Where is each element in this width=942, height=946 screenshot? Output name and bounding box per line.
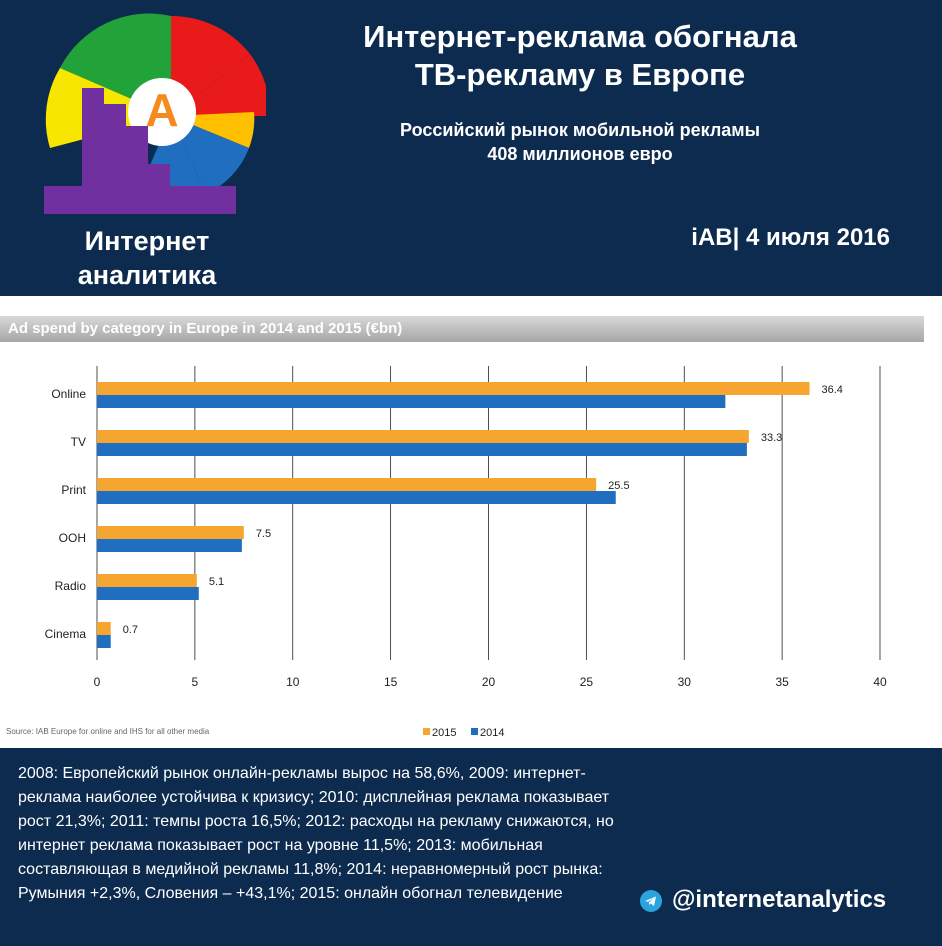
subheadline-line1: Российский рынок мобильной рекламы [400, 120, 760, 140]
x-tick-label-0: 0 [94, 675, 101, 689]
category-label-cinema: Cinema [45, 627, 87, 641]
chart-title: Ad spend by category in Europe in 2014 a… [8, 320, 403, 337]
bar-2014-cinema [97, 635, 111, 648]
x-tick-label-6: 30 [678, 675, 692, 689]
bar-chart: 0 5 10 15 20 25 30 35 40 Online 36.4 TV 33.3 Print 25.… [45, 366, 887, 736]
bar-2015-ooh [97, 526, 244, 539]
x-tick-label-5: 25 [580, 675, 594, 689]
logo-letter: A [145, 84, 178, 136]
chart-panel: Ad spend by category in Europe in 2014 a… [0, 296, 942, 748]
x-tick-label-8: 40 [873, 675, 887, 689]
bar-2014-online [97, 395, 726, 408]
legend-label-2015: 2015 [432, 727, 456, 736]
category-label-radio: Radio [55, 579, 87, 593]
chart-source: Source: IAB Europe for online and IHS fo… [6, 727, 210, 736]
logo: A [36, 8, 271, 218]
header-banner: A Интернет аналитика Интернет-реклама об… [0, 0, 942, 296]
footer-panel: 2008: Европейский рынок онлайн-рекламы в… [0, 748, 942, 946]
x-tick-label-2: 10 [286, 675, 300, 689]
logo-caption-line2: аналитика [77, 260, 217, 290]
bar-2014-ooh [97, 539, 242, 552]
subheadline: Российский рынок мобильной рекламы 408 м… [330, 118, 830, 166]
bar-2014-tv [97, 443, 747, 456]
headline-line2: ТВ-рекламу в Европе [414, 57, 746, 92]
page-title: Интернет-реклама обогнала ТВ-рекламу в Е… [290, 18, 870, 94]
x-tick-label-4: 20 [482, 675, 496, 689]
logo-caption: Интернет аналитика [36, 224, 258, 292]
bar-2015-cinema [97, 622, 111, 635]
bar-2015-online [97, 382, 810, 395]
data-label-2015-cinema: 0.7 [123, 624, 138, 636]
legend-swatch-2015 [423, 728, 430, 735]
data-label-2015-radio: 5.1 [209, 576, 224, 588]
x-tick-label-3: 15 [384, 675, 398, 689]
bar-2015-tv [97, 430, 749, 443]
category-label-print: Print [61, 483, 86, 497]
data-label-2015-print: 25.5 [608, 480, 629, 492]
telegram-handle[interactable]: @internetanalytics [672, 886, 887, 913]
legend-label-2014: 2014 [480, 727, 504, 736]
category-label-online: Online [51, 387, 86, 401]
bar-2015-print [97, 478, 597, 491]
telegram-icon [640, 890, 662, 912]
bar-2015-radio [97, 574, 197, 587]
chart-title-bar: Ad spend by category in Europe in 2014 a… [0, 316, 924, 342]
category-label-ooh: OOH [59, 531, 86, 545]
headline-line1: Интернет-реклама обогнала [363, 19, 797, 54]
footer-text: 2008: Европейский рынок онлайн-рекламы в… [18, 765, 614, 902]
legend-swatch-2014 [471, 728, 478, 735]
data-label-2015-ooh: 7.5 [256, 528, 271, 540]
bar-2014-print [97, 491, 616, 504]
bar-2014-radio [97, 587, 199, 600]
logo-caption-line1: Интернет [84, 226, 210, 256]
source-date: iAB| 4 июля 2016 [691, 224, 890, 251]
x-tick-label-1: 5 [192, 675, 199, 689]
data-label-2015-tv: 33.3 [761, 432, 782, 444]
subheadline-line2: 408 миллионов евро [487, 144, 673, 164]
data-label-2015-online: 36.4 [822, 384, 843, 396]
x-tick-label-7: 35 [775, 675, 789, 689]
category-label-tv: TV [71, 435, 86, 449]
